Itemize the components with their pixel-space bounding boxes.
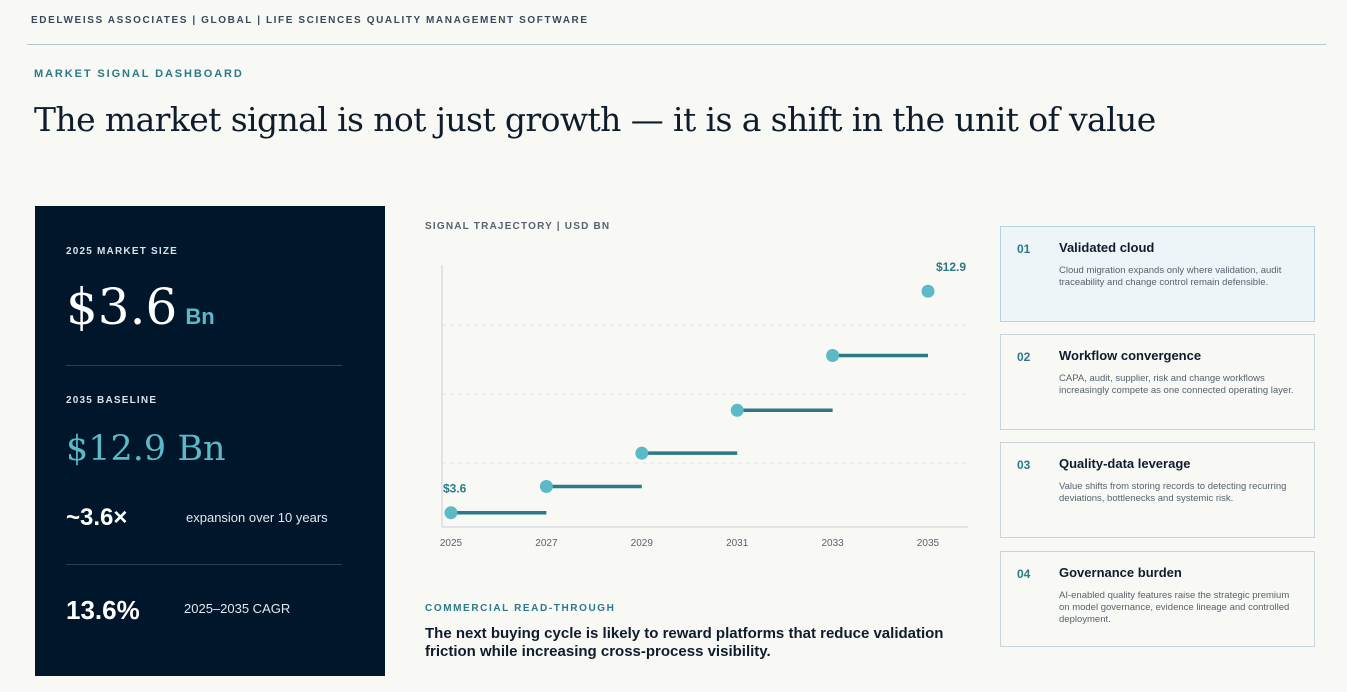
market-size-panel: 2025 MARKET SIZE $3.6 Bn 2035 BASELINE $1…: [35, 206, 385, 676]
cagr-value: 13.6%: [66, 595, 140, 625]
card-title: Governance burden: [1059, 565, 1182, 580]
x-tick-label: 2035: [917, 538, 940, 549]
point-2029: [635, 446, 649, 460]
card-title: Validated cloud: [1059, 240, 1155, 255]
market-size-value-group: $3.6 Bn: [66, 282, 215, 332]
card-text: CAPA, audit, supplier, risk and change w…: [1059, 373, 1294, 396]
card-number: 03: [1017, 458, 1031, 472]
signal-card-4[interactable]: 04 Governance burden AI-enabled quality …: [1000, 551, 1315, 647]
x-tick-label: 2031: [726, 538, 749, 549]
x-tick-label: 2025: [440, 538, 463, 549]
card-text: Cloud migration expands only where valid…: [1059, 265, 1282, 288]
panel-divider-1: [66, 365, 342, 366]
multiple-value: ~3.6×: [66, 504, 128, 531]
signal-card-3[interactable]: 03 Quality-data leverage Value shifts fr…: [1000, 442, 1315, 538]
x-tick-label: 2027: [535, 538, 558, 549]
point-2031: [730, 403, 744, 417]
point-2027: [539, 480, 553, 494]
x-tick-label: 2029: [631, 538, 654, 549]
baseline-label: 2035 BASELINE: [66, 395, 158, 406]
point-2025: [444, 506, 458, 520]
card-title: Quality-data leverage: [1059, 456, 1191, 471]
panel-divider-2: [66, 564, 342, 565]
card-number: 04: [1017, 567, 1031, 581]
dashboard-kicker: MARKET SIGNAL DASHBOARD: [34, 68, 244, 80]
card-number: 01: [1017, 242, 1031, 256]
card-title: Workflow convergence: [1059, 348, 1202, 363]
multiple-description: expansion over 10 years: [186, 510, 328, 525]
card-text: AI-enabled quality features raise the st…: [1059, 590, 1290, 625]
page-headline: The market signal is not just growth — i…: [34, 100, 1156, 139]
chart-title: SIGNAL TRAJECTORY | USD BN: [425, 221, 611, 232]
readthrough-kicker: COMMERCIAL READ-THROUGH: [425, 603, 616, 614]
x-tick-label: 2033: [821, 538, 844, 549]
data-label: $3.6: [443, 482, 467, 496]
baseline-value: $12.9 Bn: [66, 429, 226, 469]
cagr-description: 2025–2035 CAGR: [184, 601, 291, 616]
data-label: $12.9: [936, 260, 966, 274]
trajectory-chart: 2025 2027 2029 2031 2033 2035 $3.6 $12.9: [440, 260, 968, 549]
market-size-value: $3.6: [66, 278, 178, 336]
point-2033: [826, 349, 840, 363]
firm-banner: EDELWEISS ASSOCIATES | GLOBAL | LIFE SCI…: [31, 15, 589, 26]
point-2035: [921, 284, 935, 298]
card-text: Value shifts from storing records to det…: [1059, 481, 1287, 504]
signal-card-2[interactable]: 02 Workflow convergence CAPA, audit, sup…: [1000, 334, 1315, 430]
card-number: 02: [1017, 350, 1031, 364]
market-size-label: 2025 MARKET SIZE: [66, 246, 179, 257]
signal-card-1[interactable]: 01 Validated cloud Cloud migration expan…: [1000, 226, 1315, 322]
market-size-unit: Bn: [185, 304, 215, 329]
header-divider: [27, 44, 1326, 45]
readthrough-text: The next buying cycle is likely to rewar…: [425, 625, 944, 660]
